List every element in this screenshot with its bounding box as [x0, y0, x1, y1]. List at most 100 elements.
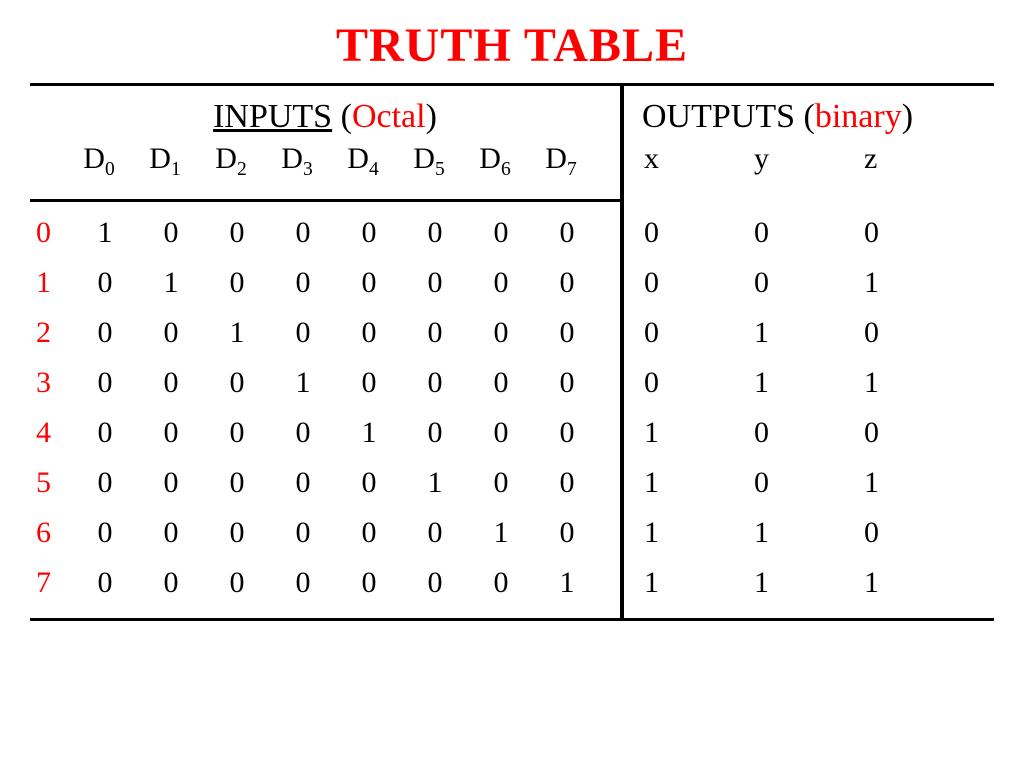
cell: 0	[138, 466, 204, 500]
cell: 0	[270, 466, 336, 500]
table-row: 6 0 0 0 0 0 0 1 0	[30, 508, 620, 558]
cell: 0	[270, 216, 336, 250]
col-d3: D3	[264, 142, 330, 181]
cell: 0	[534, 516, 600, 550]
cell: 0	[72, 516, 138, 550]
row-index: 1	[30, 266, 72, 300]
table-row: 7 0 0 0 0 0 0 0 1	[30, 558, 620, 608]
cell: 0	[138, 566, 204, 600]
cell: 0	[468, 216, 534, 250]
output-rows: 0 0 0 0 0 1 0 1 0 0 1 1	[620, 202, 994, 618]
cell: 0	[336, 216, 402, 250]
col-y: y	[754, 142, 864, 176]
col-d4: D4	[330, 142, 396, 181]
close-paren: )	[902, 98, 913, 135]
cell: 0	[336, 316, 402, 350]
cell: 0	[644, 316, 754, 350]
cell: 0	[402, 566, 468, 600]
cell: 0	[754, 266, 864, 300]
cell: 1	[468, 516, 534, 550]
cell: 0	[864, 416, 974, 450]
table-row: 0 0 1	[634, 258, 994, 308]
outputs-type: binary	[815, 98, 902, 135]
cell: 0	[72, 266, 138, 300]
row-index: 2	[30, 316, 72, 350]
col-d7: D7	[528, 142, 594, 181]
table-row: 4 0 0 0 0 1 0 0 0	[30, 408, 620, 458]
table-row: 1 0 1 0 0 0 0 0 0	[30, 258, 620, 308]
index-spacer	[30, 142, 66, 181]
cell: 0	[534, 416, 600, 450]
inputs-label: INPUTS	[213, 98, 332, 135]
inputs-type: Octal	[352, 98, 426, 135]
cell: 0	[534, 366, 600, 400]
cell: 0	[534, 466, 600, 500]
close-paren: )	[426, 98, 437, 135]
cell: 0	[468, 316, 534, 350]
table-row: 2 0 0 1 0 0 0 0 0	[30, 308, 620, 358]
cell: 0	[336, 266, 402, 300]
cell: 0	[402, 266, 468, 300]
cell: 0	[644, 366, 754, 400]
inputs-header-block: INPUTS (Octal) D0 D1 D2 D3 D4 D5 D6 D7	[30, 86, 620, 199]
cell: 0	[644, 266, 754, 300]
table-row: 1 1 0	[634, 508, 994, 558]
cell: 0	[72, 366, 138, 400]
cell: 0	[864, 216, 974, 250]
cell: 1	[754, 516, 864, 550]
cell: 1	[644, 466, 754, 500]
input-column-headers: D0 D1 D2 D3 D4 D5 D6 D7	[30, 140, 620, 189]
cell: 1	[644, 416, 754, 450]
outputs-header-block: OUTPUTS (binary) x y z	[620, 86, 994, 199]
cell: 0	[336, 566, 402, 600]
cell: 1	[270, 366, 336, 400]
cell: 0	[138, 416, 204, 450]
open-paren: (	[795, 98, 815, 135]
row-index: 0	[30, 216, 72, 250]
cell: 0	[402, 216, 468, 250]
cell: 0	[138, 366, 204, 400]
table-row: 0 1 0 0 0 0 0 0 0	[30, 208, 620, 258]
cell: 0	[754, 216, 864, 250]
cell: 1	[204, 316, 270, 350]
cell: 1	[864, 366, 974, 400]
cell: 0	[534, 216, 600, 250]
page: TRUTH TABLE INPUTS (Octal) D0 D1 D2 D3 D…	[0, 0, 1024, 768]
cell: 0	[270, 566, 336, 600]
cell: 0	[138, 316, 204, 350]
cell: 1	[754, 316, 864, 350]
cell: 0	[644, 216, 754, 250]
cell: 0	[204, 366, 270, 400]
cell: 0	[754, 466, 864, 500]
row-index: 5	[30, 466, 72, 500]
row-index: 6	[30, 516, 72, 550]
cell: 0	[402, 416, 468, 450]
cell: 0	[270, 416, 336, 450]
row-index: 7	[30, 566, 72, 600]
cell: 0	[468, 466, 534, 500]
cell: 1	[754, 366, 864, 400]
cell: 1	[534, 566, 600, 600]
cell: 0	[534, 316, 600, 350]
cell: 0	[336, 366, 402, 400]
table-row: 3 0 0 0 1 0 0 0 0	[30, 358, 620, 408]
outputs-section-header: OUTPUTS (binary)	[634, 94, 994, 140]
output-column-headers: x y z	[634, 140, 994, 184]
cell: 1	[864, 466, 974, 500]
cell: 0	[468, 416, 534, 450]
col-d2: D2	[198, 142, 264, 181]
table-row: 0 1 1	[634, 358, 994, 408]
cell: 0	[402, 366, 468, 400]
cell: 1	[644, 566, 754, 600]
cell: 0	[270, 316, 336, 350]
cell: 0	[204, 266, 270, 300]
cell: 0	[468, 566, 534, 600]
cell: 0	[270, 266, 336, 300]
table-row: 0 1 0	[634, 308, 994, 358]
cell: 0	[402, 316, 468, 350]
cell: 0	[72, 316, 138, 350]
cell: 0	[336, 516, 402, 550]
cell: 0	[204, 516, 270, 550]
cell: 0	[754, 416, 864, 450]
table-row: 1 1 1	[634, 558, 994, 608]
